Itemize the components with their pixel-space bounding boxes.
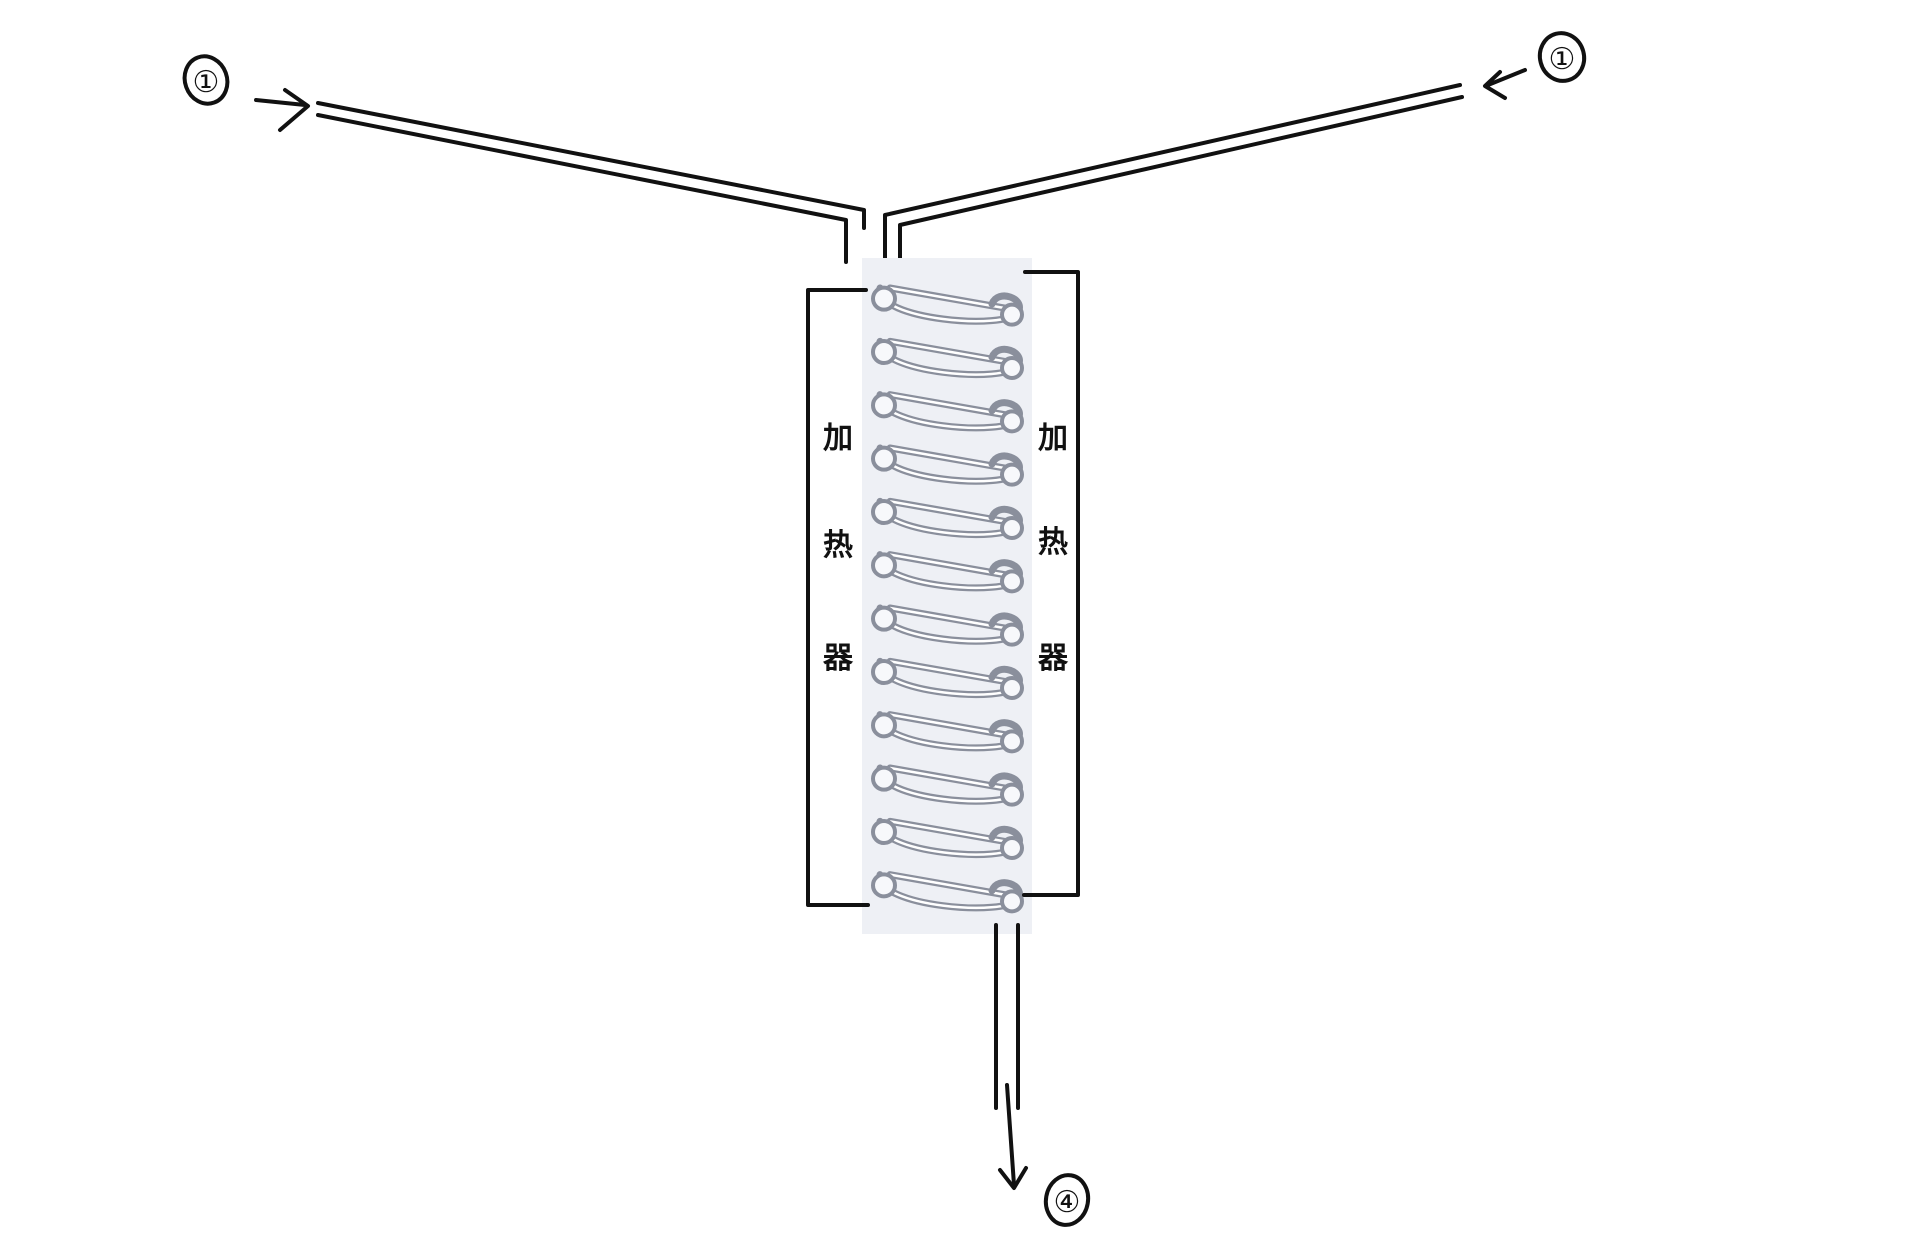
heater-right: 加 热 器: [1022, 270, 1080, 897]
heater-right-char-2: 热: [1038, 525, 1068, 560]
coil-turn: [871, 444, 1024, 487]
heater-left: 加 热 器: [806, 288, 870, 907]
heater-right-char-1: 加: [1038, 421, 1068, 456]
outlet-pipe: [994, 923, 1020, 1110]
coil-turn: [871, 764, 1024, 807]
inlet-arrow-right: [1483, 68, 1527, 100]
inlet-arrow-left: [254, 88, 310, 132]
coil-turn: [871, 337, 1024, 380]
inlet-label-right: ①: [1537, 31, 1587, 83]
coil-turn: [871, 871, 1024, 914]
heater-right-char-3: 器: [1037, 641, 1069, 676]
coil-turn: [871, 551, 1024, 594]
coil-reactor: [871, 284, 1024, 914]
heater-left-char-3: 器: [822, 641, 854, 676]
heater-left-char-1: 加: [823, 421, 853, 456]
inlet-pipe-right: [883, 83, 1464, 264]
coil-turn: [871, 711, 1024, 754]
outlet-label: ④: [1043, 1173, 1091, 1227]
svg-text:①: ①: [193, 65, 220, 100]
coil-turn: [871, 497, 1024, 540]
coil-turn: [871, 817, 1024, 860]
inlet-label-left: ①: [182, 54, 230, 106]
coil-turn: [871, 604, 1024, 647]
inlet-pipe-left: [316, 101, 866, 264]
coil-turn: [871, 657, 1024, 700]
heater-left-char-2: 热: [823, 528, 853, 563]
svg-text:①: ①: [1549, 42, 1576, 77]
svg-text:④: ④: [1054, 1185, 1081, 1220]
coil-turn: [871, 284, 1024, 327]
coil-turn: [871, 391, 1024, 434]
outlet-arrow: [998, 1083, 1028, 1190]
